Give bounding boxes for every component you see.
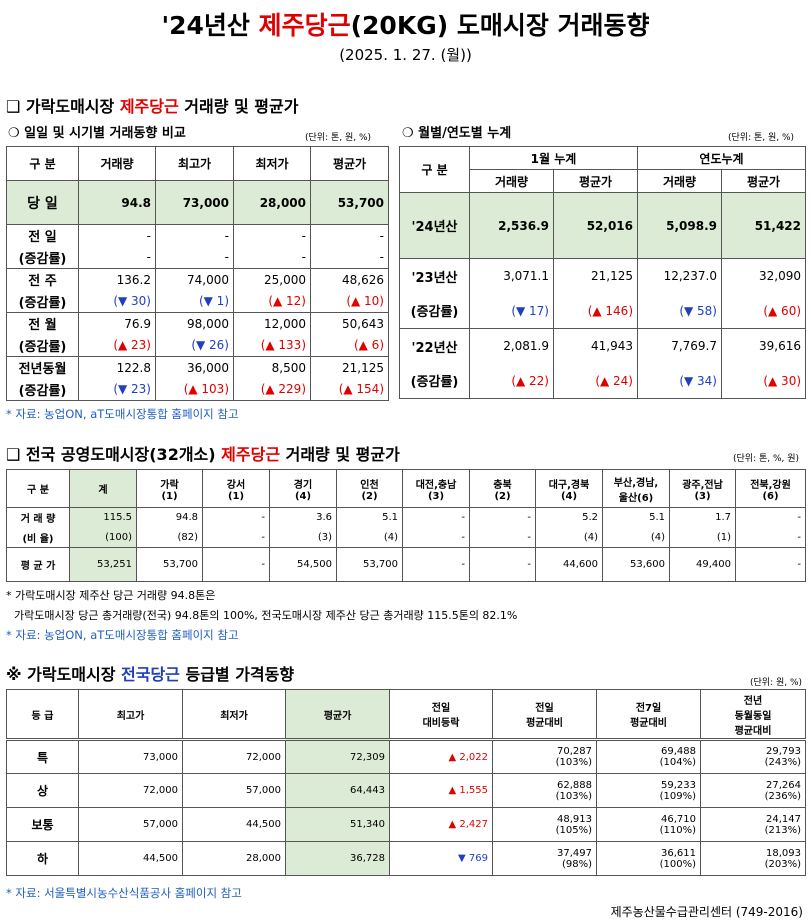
table-row: 상 72,000 57,000 64,443 ▲ 1,555 62,888 (10… xyxy=(6,773,806,808)
header-cell: 가락 (1) xyxy=(136,469,203,508)
header-cell: 전일 대비등락 xyxy=(389,689,493,740)
header-cell: 평균가 xyxy=(310,146,389,181)
table-row: 전년동월 122.8 36,000 8,500 21,125 xyxy=(6,356,389,379)
table-row: '23년산 3,071.1 21,125 12,237.0 32,090 xyxy=(399,258,807,294)
header-cell: 최저가 xyxy=(182,689,286,740)
header-cell: 대전,충남 (3) xyxy=(402,469,470,508)
header-cell: 거래량 xyxy=(469,169,554,193)
section2-heading: ❑ 전국 공영도매시장(32개소) 제주당근 거래량 및 평균가 xyxy=(6,445,400,464)
header-cell: 대구,경북 (4) xyxy=(535,469,603,508)
table-row: 전 일 - - - - xyxy=(6,224,389,247)
section2-note2: 가락도매시장 당근 총거래량(전국) 94.8톤의 100%, 전국도매시장 제… xyxy=(14,609,518,622)
footer-contact: 제주농산물수급관리센터 (749-2016) xyxy=(610,905,803,919)
header-cell: 평균가 xyxy=(553,169,638,193)
national-market-table: 구 분 계 가락 (1) 강서 (1) 경기 (4) 인천 (2) 대전,충남 (3) 충… xyxy=(6,469,806,582)
header-cell: 충북 (2) xyxy=(469,469,536,508)
table-row: 전 월 76.9 98,000 12,000 50,643 xyxy=(6,312,389,335)
header-cell: 최저가 xyxy=(233,146,311,181)
header-cell: 전7일 평균대비 xyxy=(596,689,701,740)
header-cell: 등 급 xyxy=(6,689,79,740)
page-title: '24년산 제주당근(20KG) 도매시장 거래동향 xyxy=(161,11,650,40)
table-row: (증감률) (▲ 23) (▼ 26) (▲ 133) (▲ 6) xyxy=(6,334,389,357)
daily-compare-table: 구 분 거래량 최고가 최저가 평균가 당 일 94.8 73,000 28,0… xyxy=(6,146,389,401)
table-row: 하 44,500 28,000 36,728 ▼ 769 37,497 (98%)… xyxy=(6,841,806,876)
volume-row: 거 래 량 115.5 94.8 - 3.6 5.1 - - 5.2 5.1 1… xyxy=(6,507,806,528)
header-cell: 전년 동월동일 평균대비 xyxy=(700,689,806,740)
price-row: 평 균 가 53,251 53,700 - 54,500 53,700 - - … xyxy=(6,547,806,582)
header-cell: 부산,경남, 울산(6) xyxy=(602,469,670,508)
report-date: (2025. 1. 27. (월)) xyxy=(339,46,472,64)
daily-compare-subtitle: ❍ 일일 및 시기별 거래동향 비교 xyxy=(8,126,186,141)
header-cell: 구 분 xyxy=(6,469,70,508)
header-cell: 구 분 xyxy=(399,146,470,193)
section1-source: * 자료: 농업ON, aT도매시장통합 홈페이지 참고 xyxy=(6,407,239,421)
header-cell: 거래량 xyxy=(78,146,156,181)
table-row: 보통 57,000 44,500 51,340 ▲ 2,427 48,913 (1… xyxy=(6,807,806,842)
cumulative-unit: (단위: 톤, 원, %) xyxy=(728,133,795,143)
section2-source: * 자료: 농업ON, aT도매시장통합 홈페이지 참고 xyxy=(6,628,239,642)
header-cell: 거래량 xyxy=(637,169,722,193)
section1-heading: ❑ 가락도매시장 제주당근 거래량 및 평균가 xyxy=(6,97,299,116)
cumulative-table: 구 분 1월 누계 연도누계 거래량 평균가 거래량 평균가 '24년산 2,5… xyxy=(399,146,807,399)
cumulative-subtitle: ❍ 월별/연도별 누계 xyxy=(402,126,512,141)
header-cell: 최고가 xyxy=(78,689,183,740)
table-row: (증감률) (▼ 23) (▲ 103) (▲ 229) (▲ 154) xyxy=(6,378,389,401)
header-cell: 1월 누계 xyxy=(469,146,638,170)
section3-unit: (단위: 원, %) xyxy=(750,678,803,688)
table-row: '22년산 2,081.9 41,943 7,769.7 39,616 xyxy=(399,328,807,364)
table-row: (증감률) (▲ 22) (▲ 24) (▼ 34) (▲ 30) xyxy=(399,363,807,399)
header-cell: 전일 평균대비 xyxy=(492,689,597,740)
table-row: (증감률) (▼ 30) (▼ 1) (▲ 12) (▲ 10) xyxy=(6,290,389,313)
header-cell: 광주,전남 (3) xyxy=(669,469,736,508)
header-cell: 구 분 xyxy=(6,146,79,181)
section3-heading: ※ 가락도매시장 전국당근 등급별 가격동향 xyxy=(6,665,295,684)
daily-unit: (단위: 톤, 원, %) xyxy=(305,133,372,143)
table-row: 전 주 136.2 74,000 25,000 48,626 xyxy=(6,268,389,291)
ratio-row: (비 율) (100) (82) - (3) (4) - - (4) (4) (… xyxy=(6,527,806,548)
header-cell: 강서 (1) xyxy=(202,469,270,508)
header-cell: 평균가 xyxy=(285,689,390,740)
section2-unit: (단위: 톤, %, 원) xyxy=(733,454,800,464)
table-row: (증감률) - - - - xyxy=(6,246,389,269)
header-cell: 전북,강원 (6) xyxy=(735,469,806,508)
table-row: 특 73,000 72,000 72,309 ▲ 2,022 70,287 (10… xyxy=(6,739,806,774)
header-cell: 연도누계 xyxy=(636,146,807,170)
section2-note1: * 가락도매시장 제주산 당근 거래량 94.8톤은 xyxy=(6,589,216,602)
header-cell: 인천 (2) xyxy=(336,469,403,508)
current-year-row: '24년산 2,536.9 52,016 5,098.9 51,422 xyxy=(399,192,807,259)
header-cell: 경기 (4) xyxy=(269,469,337,508)
section3-source: * 자료: 서울특별시농수산식품공사 홈페이지 참고 xyxy=(6,886,242,900)
grade-price-table: 등 급 최고가 최저가 평균가 전일 대비등락 전일 평균대비 전7일 평균대비 전년… xyxy=(6,689,806,876)
header-cell: 계 xyxy=(69,469,137,508)
header-cell: 최고가 xyxy=(155,146,234,181)
table-row: (증감률) (▼ 17) (▲ 146) (▼ 58) (▲ 60) xyxy=(399,293,807,329)
header-cell: 평균가 xyxy=(720,169,807,193)
today-row: 당 일 94.8 73,000 28,000 53,700 xyxy=(6,180,389,225)
